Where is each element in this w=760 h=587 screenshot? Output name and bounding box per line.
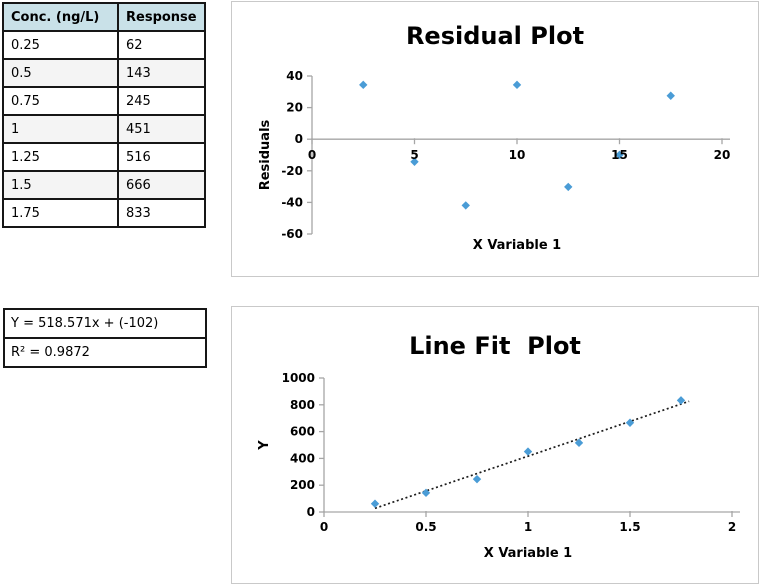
x-tick-label: 1.5 — [619, 520, 640, 534]
y-tick-label: 20 — [286, 101, 303, 115]
data-point-marker — [421, 488, 431, 498]
response-cell: 833 — [117, 198, 206, 228]
data-point-marker — [564, 182, 573, 192]
x-tick-label: 10 — [509, 148, 526, 162]
y-axis-title: Y — [257, 440, 272, 451]
x-tick-label: 0.5 — [415, 520, 436, 534]
response-cell: 62 — [117, 30, 206, 60]
response-cell: 245 — [117, 86, 206, 116]
residual-plot-chart: -60 -40 -20 0 20 40 0 5 10 15 20 Residual Plot X Var… — [231, 1, 759, 277]
y-axis-title: Residuals — [258, 119, 273, 190]
data-point-marker — [666, 91, 675, 100]
conc-cell: 1.5 — [2, 170, 119, 200]
table-row: 0.75 245 — [2, 86, 206, 116]
linefit-plot-svg: 0 200 400 600 800 1000 0 0.5 1 1.5 2 Line Fit Plot X… — [257, 332, 740, 561]
data-point-marker — [523, 447, 533, 456]
data-point-marker — [625, 418, 635, 427]
chart-title: Line Fit Plot — [409, 332, 581, 360]
y-tick-label: -20 — [281, 164, 303, 178]
regression-equation: Y = 518.571x + (-102) — [11, 316, 159, 331]
response-cell: 451 — [117, 114, 206, 144]
regression-equation-box: Y = 518.571x + (-102) R² = 0.9872 — [3, 308, 207, 368]
table-row: 0.5 143 — [2, 58, 206, 88]
concentration-response-table: Conc. (ng/L) Response 0.25 62 0.5 143 0.75 24… — [2, 2, 206, 228]
conc-cell: 0.5 — [2, 58, 119, 88]
y-tick-label: 600 — [290, 425, 315, 439]
conc-cell: 1.75 — [2, 198, 119, 228]
conc-cell: 1 — [2, 114, 119, 144]
x-tick-label: 15 — [611, 148, 628, 162]
data-point-marker — [676, 396, 686, 405]
line-fit-plot-chart: 0 200 400 600 800 1000 0 0.5 1 1.5 2 Line Fit Plot X… — [231, 306, 759, 584]
conc-cell: 0.25 — [2, 30, 119, 60]
r-squared-value: R² = 0.9872 — [5, 337, 205, 366]
data-point-marker — [512, 80, 522, 90]
y-tick-label: -60 — [281, 227, 303, 241]
data-point-marker — [461, 201, 470, 210]
x-tick-label: 2 — [728, 520, 736, 534]
y-tick-label: 0 — [307, 505, 315, 519]
x-tick-label: 20 — [714, 148, 731, 162]
table-row: 1 451 — [2, 114, 206, 144]
x-axis-title: X Variable 1 — [484, 546, 572, 561]
table-row: 1.75 833 — [2, 198, 206, 228]
x-tick-label: 0 — [320, 520, 328, 534]
data-point-marker — [410, 157, 419, 166]
data-point-marker — [370, 499, 380, 508]
data-point-marker — [615, 150, 624, 160]
conc-cell: 1.25 — [2, 142, 119, 172]
table-row: 1.5 666 — [2, 170, 206, 200]
response-cell: 143 — [117, 58, 206, 88]
column-header-conc: Conc. (ng/L) — [2, 2, 119, 32]
response-cell: 516 — [117, 142, 206, 172]
y-tick-label: 1000 — [282, 371, 315, 385]
data-point-marker — [472, 474, 482, 484]
data-point-marker — [574, 438, 584, 448]
table-body: 0.25 62 0.5 143 0.75 245 1 451 1.25 516 1.5 666 1.75… — [2, 30, 206, 228]
x-axis-title: X Variable 1 — [473, 238, 561, 253]
response-cell: 666 — [117, 170, 206, 200]
table-row: 1.25 516 — [2, 142, 206, 172]
y-tick-label: 0 — [295, 132, 303, 146]
chart-title: Residual Plot — [406, 22, 584, 50]
y-tick-label: -40 — [281, 195, 303, 209]
trend-line — [374, 400, 690, 510]
x-tick-label: 5 — [410, 148, 418, 162]
column-header-response: Response — [117, 2, 206, 32]
x-tick-label: 0 — [308, 148, 316, 162]
residual-plot-svg: -60 -40 -20 0 20 40 0 5 10 15 20 Residual Plot X Var… — [258, 22, 731, 253]
table-header-row: Conc. (ng/L) Response — [2, 2, 206, 32]
conc-cell: 0.75 — [2, 86, 119, 116]
y-tick-label: 800 — [290, 398, 315, 412]
table-row: 0.25 62 — [2, 30, 206, 60]
y-tick-label: 400 — [290, 451, 315, 465]
data-point-marker — [359, 80, 368, 90]
y-tick-label: 200 — [290, 478, 315, 492]
y-tick-label: 40 — [286, 69, 303, 83]
x-tick-label: 1 — [524, 520, 532, 534]
